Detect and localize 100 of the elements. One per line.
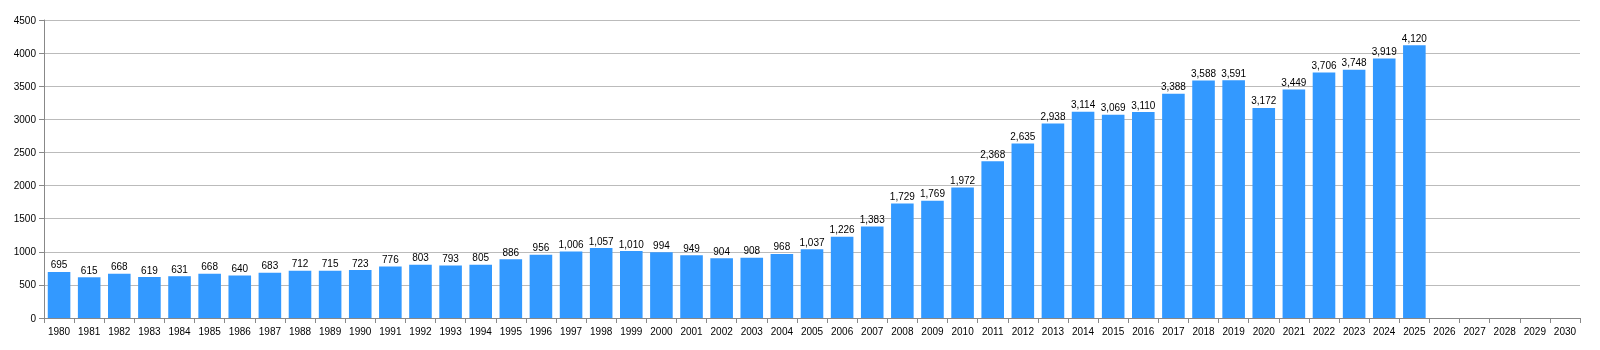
data-label: 908 xyxy=(743,245,761,257)
x-tick-label: 2015 xyxy=(1102,325,1125,337)
bar xyxy=(1342,69,1366,318)
x-tick-label: 1986 xyxy=(228,325,252,337)
x-tick-label: 1989 xyxy=(318,325,342,337)
bar xyxy=(1132,112,1155,318)
x-tick-label: 2013 xyxy=(1041,325,1065,337)
x-tick-label: 2003 xyxy=(740,325,764,337)
bar xyxy=(1372,58,1396,318)
bar xyxy=(1222,80,1245,318)
data-label: 1,769 xyxy=(919,188,946,200)
x-tick-label: 2001 xyxy=(680,325,704,337)
bar xyxy=(439,265,462,318)
x-tick-label: 2029 xyxy=(1523,325,1547,337)
data-label: 1,729 xyxy=(889,191,916,202)
data-label: 904 xyxy=(713,245,731,257)
bar xyxy=(409,264,432,318)
x-tick-label: 2000 xyxy=(650,325,673,337)
x-tick-label: 2020 xyxy=(1252,325,1276,337)
data-label: 3,388 xyxy=(1160,81,1187,93)
x-tick-label: 2018 xyxy=(1192,325,1216,337)
bar xyxy=(1192,80,1215,318)
data-label: 1,226 xyxy=(829,224,856,236)
x-tick-label: 2010 xyxy=(951,325,975,337)
data-label: 2,938 xyxy=(1040,110,1066,122)
bar xyxy=(348,270,372,318)
x-tick-label: 2019 xyxy=(1222,325,1246,337)
x-tick-label: 2028 xyxy=(1493,325,1517,337)
x-tick-label: 1983 xyxy=(138,325,161,337)
data-label: 3,172 xyxy=(1251,95,1277,107)
data-label: 956 xyxy=(532,242,550,254)
x-tick-label: 2014 xyxy=(1071,325,1095,337)
data-label: 3,110 xyxy=(1131,99,1156,111)
y-tick-label: 2000 xyxy=(13,180,37,192)
data-label: 619 xyxy=(141,264,159,276)
data-label: 886 xyxy=(502,246,520,258)
data-label: 683 xyxy=(261,260,279,272)
bar xyxy=(680,255,703,318)
bar xyxy=(1403,45,1426,318)
data-label: 3,706 xyxy=(1311,60,1337,72)
bar xyxy=(138,277,161,318)
y-tick-label: 1000 xyxy=(13,246,37,258)
data-label: 793 xyxy=(442,252,460,264)
x-tick-label: 2009 xyxy=(921,325,945,337)
y-tick-label: 2500 xyxy=(13,146,37,158)
bar xyxy=(620,251,643,318)
x-tick-label: 2030 xyxy=(1553,325,1577,337)
x-tick-label: 1990 xyxy=(349,325,372,337)
bar xyxy=(710,258,733,318)
x-tick-label: 2022 xyxy=(1312,325,1336,337)
bar xyxy=(559,251,583,318)
data-label: 668 xyxy=(201,261,219,273)
x-tick-label: 2024 xyxy=(1373,325,1396,337)
x-tick-label: 1998 xyxy=(590,325,613,337)
x-tick-label: 2023 xyxy=(1342,325,1366,337)
y-tick-label: 0 xyxy=(30,312,37,324)
bar xyxy=(830,236,854,318)
bar xyxy=(1101,114,1125,318)
data-label: 1,383 xyxy=(859,213,886,225)
bar xyxy=(258,272,282,318)
bar xyxy=(891,203,914,318)
data-label: 3,114 xyxy=(1070,99,1096,111)
data-label: 3,919 xyxy=(1371,45,1398,57)
x-tick-label: 2011 xyxy=(981,325,1004,337)
bar xyxy=(168,276,191,318)
x-tick-label: 2025 xyxy=(1403,325,1426,337)
y-tick-label: 4000 xyxy=(13,47,37,59)
x-tick-label: 1981 xyxy=(78,325,101,337)
bar xyxy=(47,271,71,318)
x-tick-label: 2002 xyxy=(710,325,734,337)
x-tick-label: 1993 xyxy=(439,325,463,337)
data-label: 3,591 xyxy=(1221,67,1247,79)
x-tick-label: 2005 xyxy=(800,325,824,337)
x-tick-label: 1984 xyxy=(168,325,192,337)
bar xyxy=(318,270,342,318)
x-tick-label: 2004 xyxy=(770,325,794,337)
data-label: 615 xyxy=(80,264,98,276)
bar xyxy=(1071,111,1095,318)
bar xyxy=(1041,123,1065,318)
data-label: 2,635 xyxy=(1010,131,1036,142)
data-label: 715 xyxy=(321,258,339,270)
x-tick-label: 1982 xyxy=(108,325,131,337)
bar xyxy=(1162,93,1185,318)
data-label: 1,037 xyxy=(799,236,825,248)
data-label: 668 xyxy=(110,261,129,273)
data-label: 1,057 xyxy=(588,235,615,247)
bar xyxy=(860,226,884,318)
bar xyxy=(1312,72,1336,318)
data-label: 723 xyxy=(351,257,370,269)
bar xyxy=(77,277,101,318)
x-tick-label: 2026 xyxy=(1433,325,1457,337)
bar xyxy=(1011,143,1035,318)
x-tick-label: 2006 xyxy=(830,325,854,337)
x-tick-label: 1999 xyxy=(620,325,643,337)
x-tick-label: 2021 xyxy=(1282,325,1306,337)
x-tick-label: 1992 xyxy=(409,325,433,337)
bar xyxy=(288,270,312,318)
data-label: 3,588 xyxy=(1191,67,1217,79)
bar xyxy=(198,273,221,318)
bar xyxy=(740,257,764,318)
